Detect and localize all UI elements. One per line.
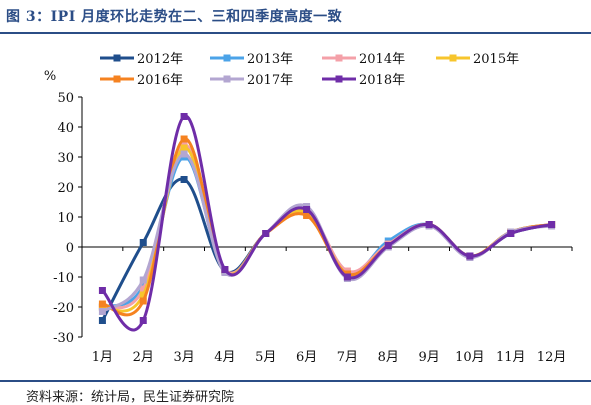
legend-swatch-marker [335,75,343,83]
data-point [139,276,147,284]
legend-label: 2012年 [137,52,183,67]
data-point [384,242,392,249]
y-tick-label: 40 [57,121,74,136]
data-point [548,221,556,228]
series-3 [98,141,556,311]
legend-swatch-marker [113,54,121,62]
data-point [262,230,270,237]
x-tick-label: 4月 [214,350,235,365]
y-tick-label: 50 [57,91,74,106]
data-point [343,273,351,281]
x-tick-label: 2月 [133,350,154,365]
data-point [139,317,147,324]
x-tick-label: 11月 [496,350,526,365]
legend-swatch-marker [113,75,121,83]
series-5 [98,135,556,317]
legend-swatch-marker [449,54,457,62]
legend-label: 2018年 [359,73,405,88]
legend-swatch-marker [223,54,231,62]
legend-item: 2016年 [100,73,183,88]
data-point [303,206,311,213]
data-point [180,176,188,183]
legend-item: 2015年 [436,52,519,67]
legend-item: 2013年 [210,52,293,67]
legend-swatch-marker [335,54,343,62]
data-point [221,266,229,273]
x-tick-label: 3月 [173,350,194,365]
legend-label: 2013年 [247,52,293,67]
data-point [303,212,311,219]
legend-swatch-marker [223,75,231,83]
chart-axes: 50 40 30 20 10 0 -10 -20 -30% 1月 2月 3月 4月 5月 6月 7月 8月 9月 1… [44,69,573,365]
data-point [98,287,106,294]
series-lines [98,113,556,332]
source-rule [0,380,591,382]
data-point [98,308,106,315]
y-tick-label: 30 [57,151,74,166]
y-tick-label: -30 [53,331,74,346]
y-tick-label: 20 [57,181,74,196]
line-chart: 50 40 30 20 10 0 -10 -20 -30% 1月 2月 3月 4月 5月 6月 7月 8月 9月 1… [44,52,573,365]
y-tick-label: -10 [53,271,74,286]
y-axis-unit-label: % [44,69,56,84]
data-point [98,317,106,324]
x-tick-label: 7月 [337,350,358,365]
data-point [98,300,106,308]
y-tick-label: 0 [66,241,74,256]
series-line [101,114,552,332]
legend-label: 2016年 [137,73,183,88]
legend-item: 2012年 [100,52,183,67]
data-point [507,230,515,237]
y-tick-label: -20 [53,301,74,316]
x-tick-label: 12月 [537,350,567,365]
legend-item: 2014年 [322,52,405,67]
data-point [139,291,147,299]
data-point [180,113,188,120]
x-tick-label: 5月 [255,350,276,365]
x-tick-label: 6月 [296,350,317,365]
x-tick-label: 10月 [455,350,485,365]
title-rule [0,32,591,34]
data-point [180,144,188,152]
series-7 [98,113,556,332]
data-point [466,252,474,260]
data-point [180,150,188,158]
legend-label: 2017年 [247,73,293,88]
source-note: 资料来源：统计局，民生证券研究院 [26,390,235,405]
y-tick-label: 10 [57,211,74,226]
x-tick-label: 1月 [92,350,113,365]
chart-title: 图 3：IPI 月度环比走势在二、三和四季度高度一致 [6,9,343,25]
data-point [139,285,147,293]
chart-legend: 2012年 2013年 2014年 2015年 2016年 2017年 2018年 [100,52,519,88]
x-tick-label: 9月 [418,350,439,365]
data-point [139,297,147,305]
data-point [180,135,188,143]
legend-label: 2014年 [359,52,405,67]
legend-item: 2018年 [322,73,405,88]
legend-item: 2017年 [210,73,293,88]
series-6 [98,150,556,315]
series-4 [98,144,556,313]
x-tick-label: 8月 [378,350,399,365]
data-point [139,239,147,246]
data-point [425,221,433,228]
legend-label: 2015年 [473,52,519,67]
